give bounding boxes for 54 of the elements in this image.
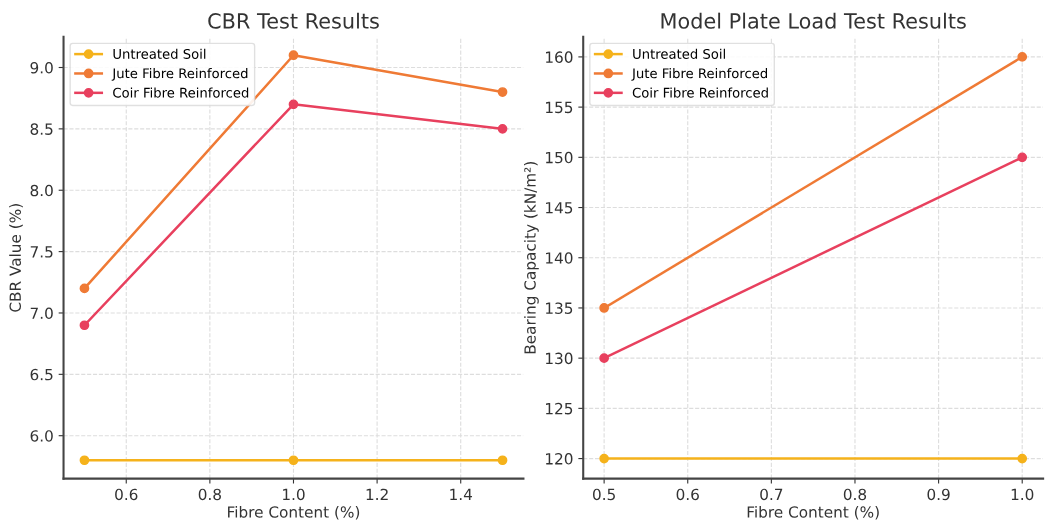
y-tick-label: 135 [546, 302, 573, 314]
legend-label: Coir Fibre Reinforced [632, 87, 768, 98]
y-tick-label: 8.0 [30, 184, 53, 197]
x-tick-label: 1.0 [1011, 488, 1034, 501]
x-tick-label: 0.5 [592, 488, 615, 501]
point [288, 99, 299, 110]
y-tick-label: 155 [546, 101, 573, 114]
y-tick-label: 7.0 [30, 307, 53, 319]
y-axis-title: CBR Value (%) [9, 204, 23, 312]
point [599, 353, 609, 364]
chart-title: Model Plate Load Test Results [661, 12, 966, 29]
y-tick-label: 140 [546, 252, 573, 264]
x-tick-label: 1.0 [283, 488, 305, 501]
point [1017, 52, 1028, 62]
x-tick-label: 0.7 [760, 488, 783, 501]
point [1017, 453, 1028, 464]
point [288, 50, 299, 61]
x-tick-label: 0.8 [843, 488, 867, 501]
y-tick-label: 9.0 [30, 61, 53, 74]
legend-label: Untreated Soil [633, 48, 725, 59]
y-tick-label: 8.5 [30, 123, 53, 135]
point [497, 455, 508, 466]
x-tick-label: 0.8 [198, 488, 221, 501]
x-tick-label: 0.9 [927, 488, 950, 501]
point [79, 320, 90, 331]
x-tick-label: 0.6 [676, 488, 699, 501]
y-tick-label: 6.5 [30, 368, 53, 381]
y-axis-title: Bearing Capacity (kN/m²) [524, 162, 539, 354]
y-tick-label: 160 [546, 51, 573, 63]
point [599, 303, 609, 313]
point [79, 455, 90, 466]
x-axis-title: Fibre Content (%) [747, 505, 879, 520]
y-tick-label: 150 [546, 151, 573, 164]
point [288, 455, 299, 466]
x-axis-title: Fibre Content (%) [228, 505, 360, 520]
point [599, 453, 609, 464]
x-tick-label: 1.4 [450, 488, 473, 500]
legend-label: Coir Fibre Reinforced [113, 87, 249, 98]
y-tick-label: 7.5 [30, 246, 53, 258]
y-tick-label: 145 [546, 202, 573, 214]
legend-label: Untreated Soil [113, 48, 206, 59]
y-tick-label: 120 [546, 453, 573, 465]
point [497, 124, 508, 134]
y-tick-label: 125 [546, 402, 573, 415]
point [497, 87, 508, 97]
x-tick-label: 0.6 [115, 488, 138, 501]
chart-title: CBR Test Results [208, 12, 379, 29]
legend-label: Jute Fibre Reinforced [111, 68, 248, 81]
legend-label: Jute Fibre Reinforced [631, 68, 768, 81]
point [1017, 152, 1028, 163]
x-tick-label: 1.2 [366, 488, 388, 500]
point [79, 283, 90, 294]
y-tick-label: 6.0 [30, 430, 53, 442]
y-tick-label: 130 [546, 352, 573, 365]
